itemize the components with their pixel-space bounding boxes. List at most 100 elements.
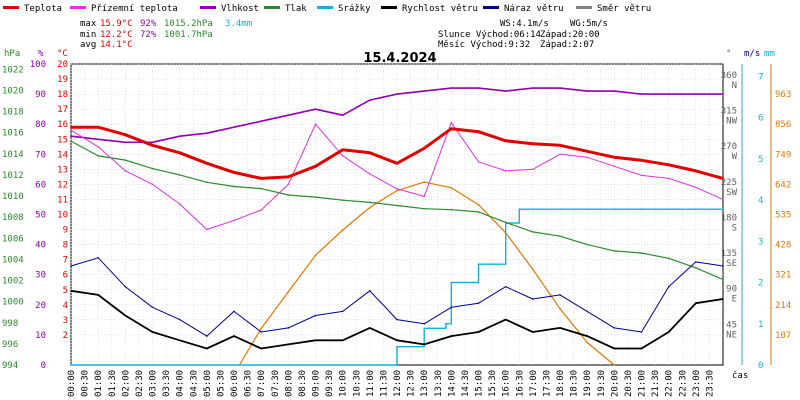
ms-tick: 7 [758, 72, 763, 82]
c-tick: 16 [57, 120, 68, 130]
point-vlhkost [70, 135, 72, 137]
point-n-raz-v-tru [504, 285, 507, 288]
x-tick: 14:30 [461, 370, 471, 397]
hpa-tick: 1012 [2, 171, 24, 181]
point-slune-n-z-en- [423, 181, 426, 183]
hpa-tick: 1014 [2, 150, 24, 160]
dir-tick: 45 [726, 320, 737, 330]
point-vlhkost [559, 87, 561, 89]
point-p-zemn-teplota [369, 173, 371, 175]
point-vlhkost [477, 87, 480, 89]
point-rychlost-v-tru [640, 347, 643, 350]
sun-set: Západ:20:00 [540, 30, 600, 40]
x-tick: 00:00 [67, 370, 77, 397]
x-tick: 03:30 [162, 370, 172, 397]
point-p-zemn-teplota [722, 198, 724, 201]
moon-set: Západ:2:07 [540, 40, 594, 50]
x-tick: 16:30 [515, 370, 525, 397]
point-vlhkost [314, 108, 317, 110]
x-tick: 02:00 [121, 370, 131, 397]
point-slune-n-z-en- [341, 229, 344, 231]
solar-tick: 321 [775, 271, 791, 281]
point-n-raz-v-tru [314, 314, 317, 317]
point-n-raz-v-tru [206, 335, 208, 337]
point-teplota [450, 127, 453, 130]
x-axis-unit: čas [732, 370, 748, 381]
stat-min-hum: 72% [140, 30, 157, 40]
point-vlhkost [613, 90, 616, 92]
point-tlak [640, 252, 643, 254]
point-vlhkost [396, 93, 398, 95]
legend-naraz: Náraz větru [504, 4, 564, 14]
unit-ms: m/s [744, 49, 760, 59]
stat-max-press: 1015.2hPa [164, 19, 213, 29]
x-tick: 21:00 [638, 370, 648, 397]
point-teplota [178, 152, 181, 154]
unit-mm: mm [764, 49, 775, 59]
point-teplota [97, 126, 99, 128]
point-vlhkost [369, 99, 371, 101]
point-vlhkost [233, 126, 235, 128]
x-tick: 17:30 [542, 370, 552, 397]
point-n-raz-v-tru [97, 257, 99, 259]
ms-tick: 1 [758, 320, 763, 330]
point-tlak [206, 181, 208, 184]
x-tick: 14:00 [447, 370, 457, 397]
x-tick: 17:00 [529, 370, 539, 397]
hpa-tick: 1016 [2, 129, 24, 139]
point-p-zemn-teplota [314, 123, 317, 125]
point-rychlost-v-tru [151, 331, 154, 333]
point-rychlost-v-tru [341, 339, 344, 342]
x-tick: 19:30 [597, 370, 607, 397]
wind-speed-avg: WS:4.1m/s [500, 19, 549, 29]
point-rychlost-v-tru [396, 339, 398, 342]
dir-tick-label: NE [726, 330, 737, 340]
point-rychlost-v-tru [178, 339, 181, 342]
x-tick: 01:00 [94, 370, 104, 397]
point-p-zemn-teplota [640, 174, 643, 177]
point-p-zemn-teplota [423, 195, 426, 198]
x-tick: 04:30 [189, 370, 199, 397]
x-tick: 05:00 [203, 370, 213, 397]
legend-swatch-smer [576, 6, 592, 9]
point-sr-ky [640, 208, 643, 210]
pct-tick: 10 [35, 331, 46, 341]
legend-swatch-naraz [483, 6, 499, 9]
c-tick: 13 [57, 165, 68, 175]
point-tlak [586, 243, 588, 246]
dir-tick: 225 [721, 178, 737, 188]
c-tick: 9 [63, 226, 68, 236]
point-p-zemn-teplota [151, 183, 154, 186]
chart-title: 15.4.2024 [363, 51, 436, 66]
x-tick: 20:30 [624, 370, 634, 397]
x-tick: 18:30 [570, 370, 580, 397]
point-rychlost-v-tru [722, 298, 724, 300]
x-tick: 03:00 [149, 370, 159, 397]
c-tick: 11 [57, 195, 68, 205]
point-n-raz-v-tru [613, 327, 616, 329]
point-teplota [695, 170, 697, 172]
c-tick: 3 [63, 316, 68, 326]
dir-tick: 270 [721, 142, 737, 152]
stat-max-temp: 15.9°C [100, 19, 133, 29]
point-rychlost-v-tru [97, 294, 99, 296]
x-tick: 15:00 [475, 370, 485, 397]
solar-tick: 107 [775, 331, 791, 341]
pct-tick: 80 [35, 120, 46, 130]
pct-tick: 90 [35, 90, 46, 100]
point-rychlost-v-tru [287, 343, 290, 346]
point-teplota [396, 162, 398, 165]
legend-swatch-rychlost [381, 6, 397, 9]
solar-tick: 856 [775, 120, 791, 130]
point-rychlost-v-tru [423, 343, 426, 346]
stat-max-hum: 92% [140, 19, 157, 29]
dir-tick: 135 [721, 249, 737, 259]
point-rychlost-v-tru [260, 347, 263, 350]
point-sr-ky [559, 208, 561, 210]
c-tick: 14 [57, 150, 68, 160]
point-n-raz-v-tru [124, 285, 127, 288]
point-teplota [287, 176, 290, 178]
point-rychlost-v-tru [532, 331, 534, 333]
point-vlhkost [178, 135, 181, 137]
